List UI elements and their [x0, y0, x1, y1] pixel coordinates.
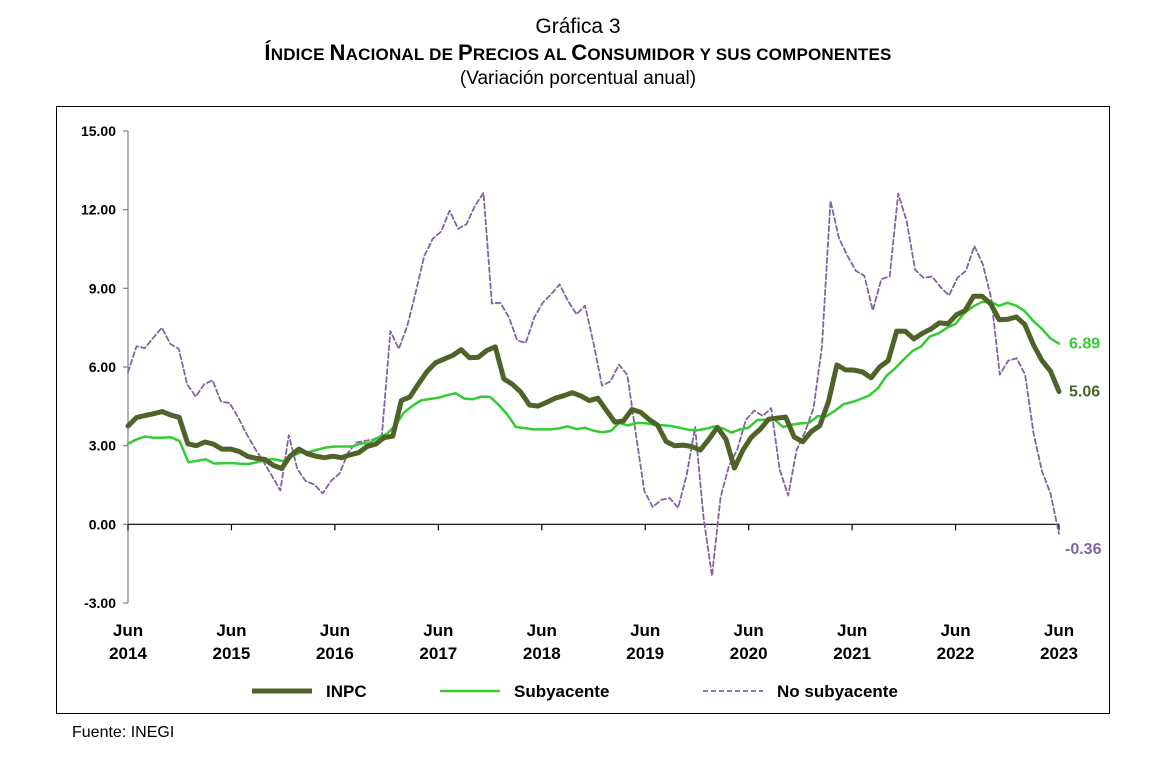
x-tick-label: 2016 [316, 644, 354, 663]
end-label-inpc: 5.06 [1069, 384, 1100, 401]
x-tick-label: Jun [527, 621, 557, 640]
x-tick-label: Jun [630, 621, 660, 640]
x-tick-label: Jun [837, 621, 867, 640]
source-note: Fuente: INEGI [72, 724, 175, 741]
x-tick-label: 2015 [213, 644, 251, 663]
x-tick-label: Jun [1044, 621, 1074, 640]
y-tick-label: 15.00 [81, 123, 116, 139]
legend-label-no-subyacente: No subyacente [777, 682, 898, 701]
end-label-subyacente: 6.89 [1069, 336, 1100, 353]
chart-subtitle: (Variación porcentual anual) [459, 68, 697, 89]
legend-label-subyacente: Subyacente [514, 682, 609, 701]
x-tick-label: Jun [113, 621, 143, 640]
x-tick-label: 2022 [937, 644, 975, 663]
figure-label: Gráfica 3 [535, 15, 621, 38]
x-tick-label: Jun [423, 621, 453, 640]
title-part-6: C [571, 40, 588, 65]
x-tick-label: 2017 [419, 644, 457, 663]
end-label-no-subyacente: -0.36 [1065, 541, 1102, 558]
title-part-5: RECIOS AL [472, 45, 572, 64]
chart-frame [56, 106, 1110, 714]
x-tick-label: 2021 [833, 644, 871, 663]
x-tick-label: Jun [216, 621, 246, 640]
x-tick-label: 2020 [730, 644, 768, 663]
legend-label-inpc: INPC [326, 682, 367, 701]
series-line-subyacente [126, 299, 1061, 466]
series-line-inpc [125, 293, 1062, 471]
x-tick-label: Jun [320, 621, 350, 640]
series-line-no-subyacente [127, 192, 1060, 577]
title-part-7: ONSUMIDOR Y SUS COMPONENTES [587, 45, 892, 64]
title-part-3: ACIONAL DE [345, 45, 459, 64]
title-part-0: Í [264, 40, 271, 65]
y-tick-label: 9.00 [89, 280, 116, 296]
title-part-4: P [458, 40, 473, 65]
y-tick-label: -3.00 [84, 595, 116, 611]
x-tick-label: 2018 [523, 644, 561, 663]
y-tick-label: 3.00 [89, 438, 116, 454]
x-tick-label: Jun [734, 621, 764, 640]
title-block: Gráfica 3 ÍNDICE NACIONAL DE PRECIOS AL … [0, 14, 1156, 90]
title-part-2: N [329, 40, 346, 65]
y-tick-label: 0.00 [89, 516, 116, 532]
x-tick-label: 2014 [109, 644, 147, 663]
x-tick-label: Jun [940, 621, 970, 640]
x-tick-label: 2019 [626, 644, 664, 663]
title-part-1: NDICE [270, 45, 330, 64]
x-tick-label: 2023 [1040, 644, 1078, 663]
chart-title: ÍNDICE NACIONAL DE PRECIOS AL CONSUMIDOR… [0, 40, 1156, 68]
y-tick-label: 6.00 [89, 359, 116, 375]
y-tick-label: 12.00 [81, 202, 116, 218]
